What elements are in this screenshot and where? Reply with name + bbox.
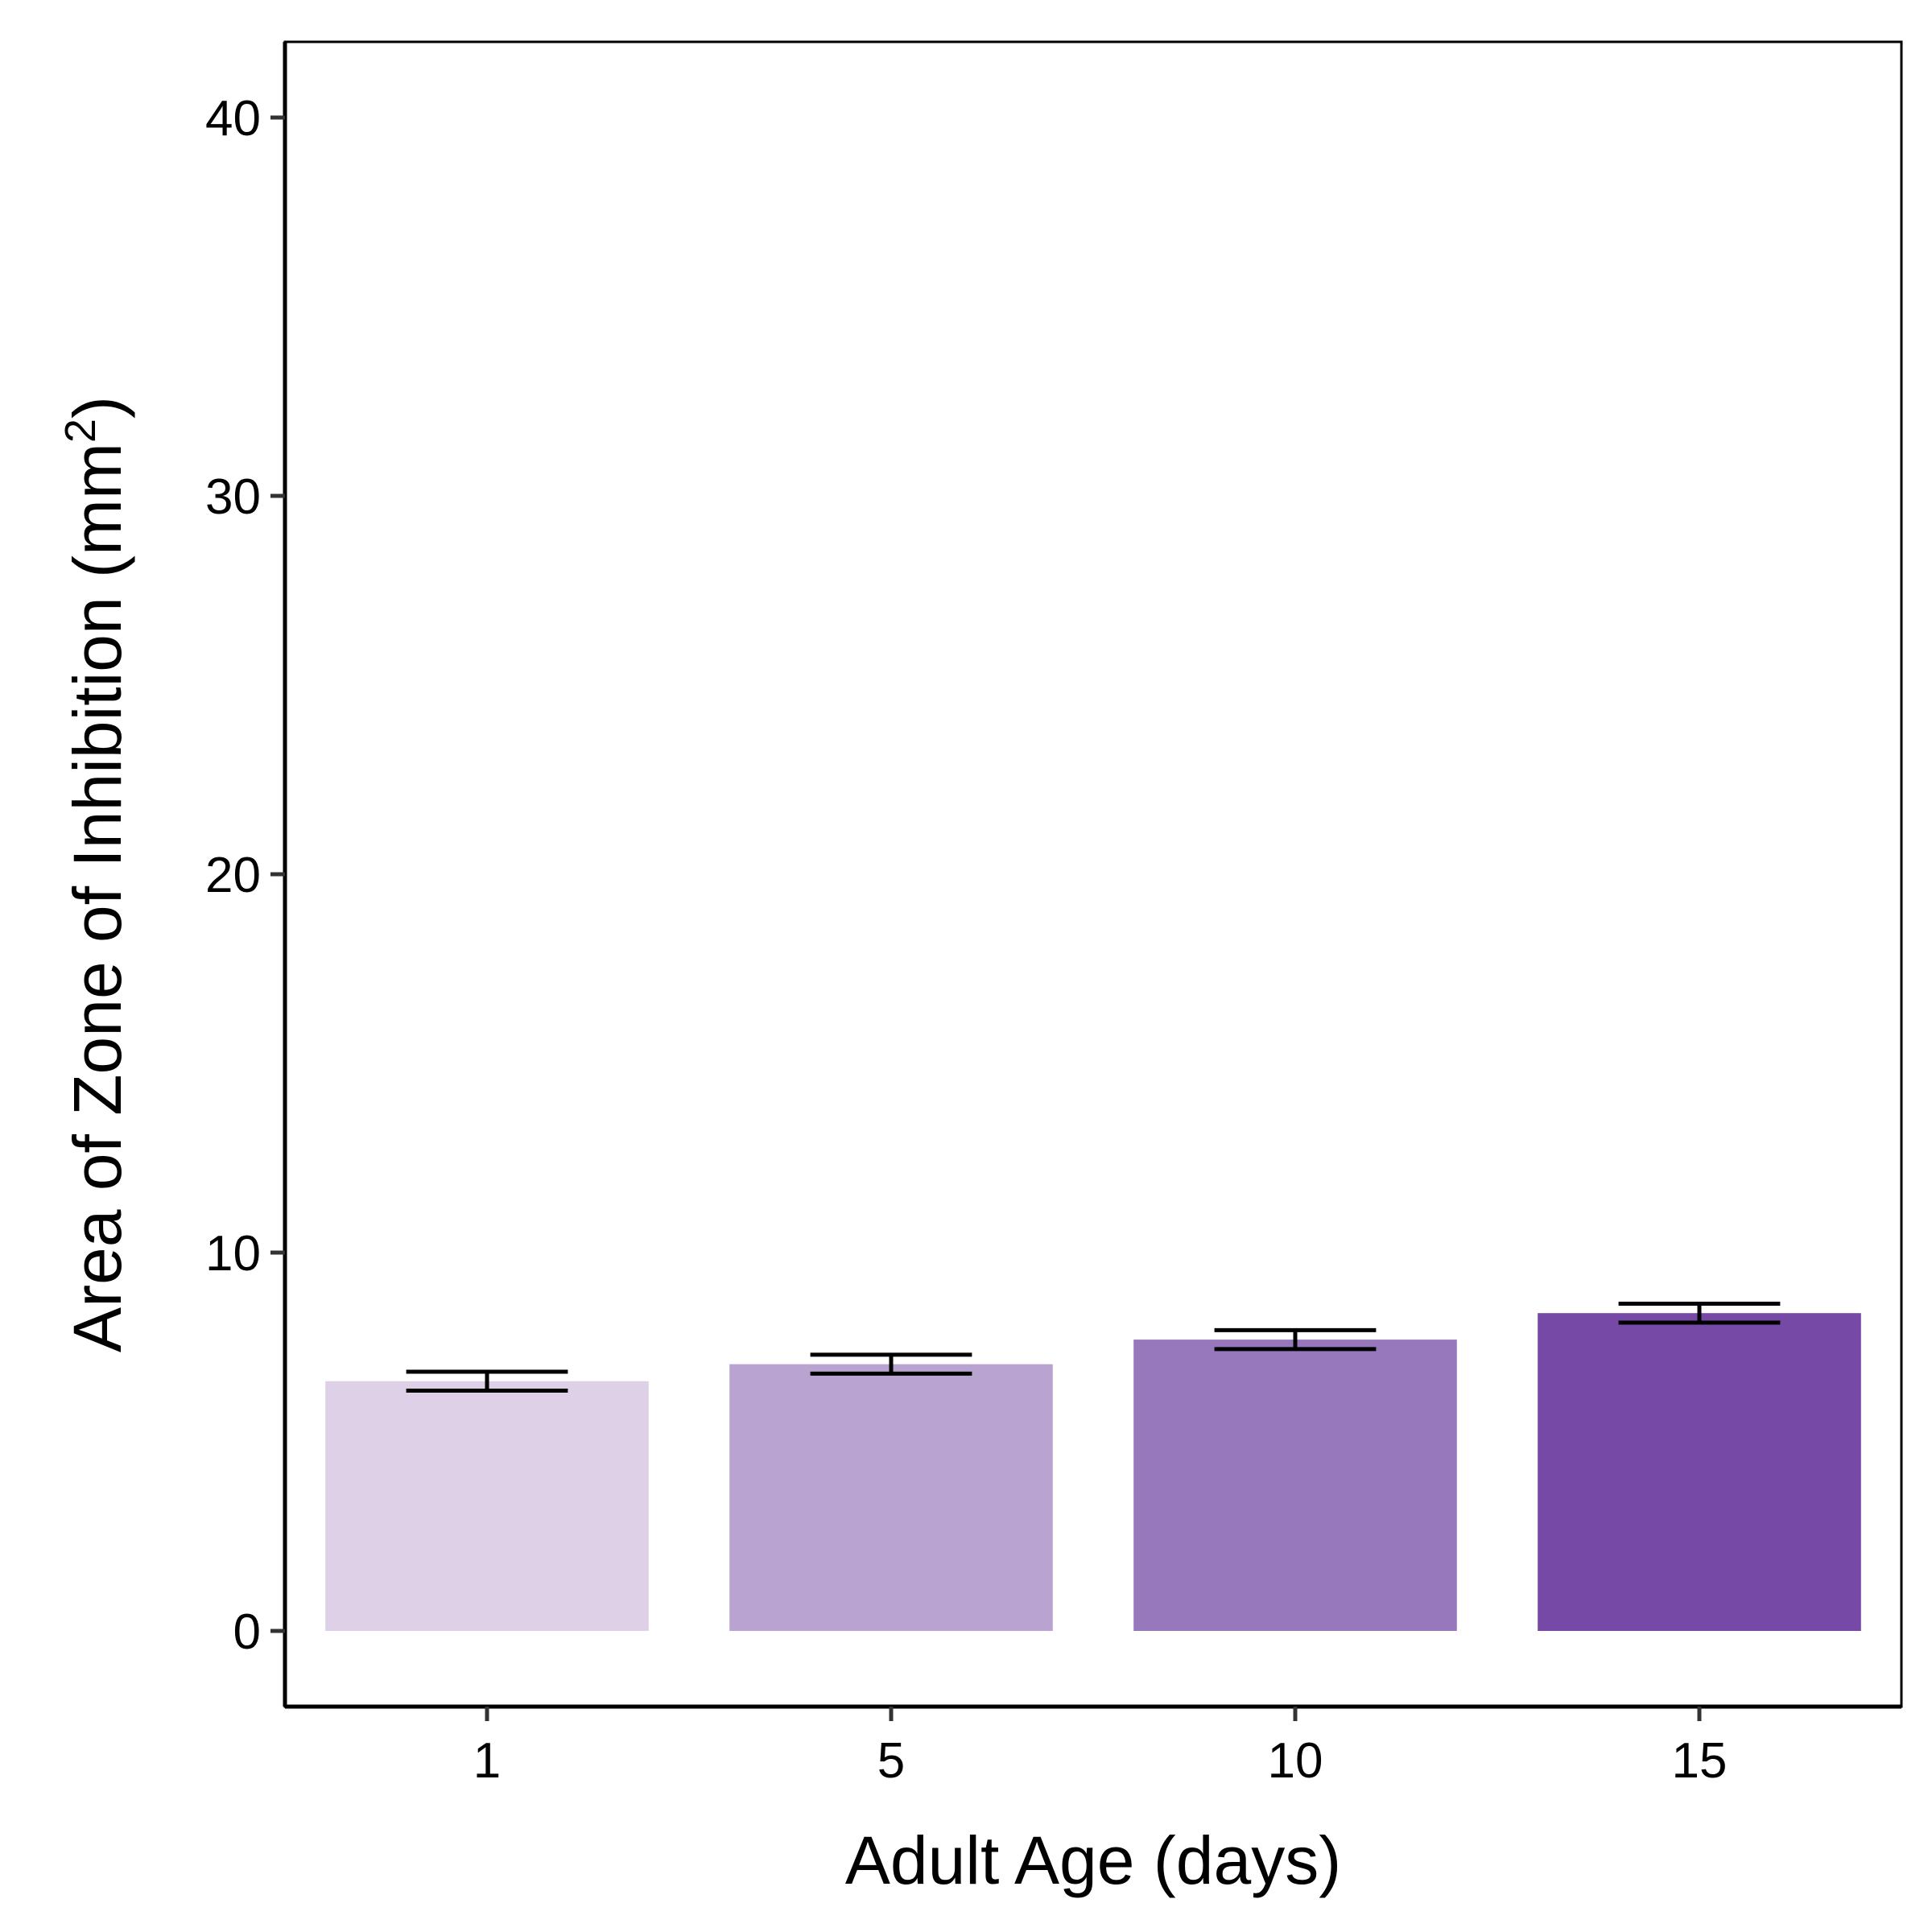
y-axis-title: Area of Zone of Inhibition (mm2) — [56, 396, 135, 1352]
y-tick-label: 40 — [205, 91, 261, 147]
y-axis-title-close: ) — [60, 396, 135, 419]
x-tick-label: 15 — [1672, 1733, 1728, 1789]
y-axis-title-main: Area of Zone of Inhibition (mm — [60, 443, 135, 1352]
x-tick-label: 10 — [1268, 1733, 1323, 1789]
x-axis-title: Adult Age (days) — [845, 1823, 1341, 1898]
bars-layer — [325, 1313, 1861, 1631]
error-bar-15 — [1618, 1301, 1781, 1325]
bar-5 — [729, 1364, 1053, 1631]
error-bar-1 — [406, 1369, 568, 1393]
y-axis-ticks: 0 10 20 30 40 — [205, 91, 285, 1660]
bar-1 — [325, 1381, 649, 1631]
bar-15 — [1538, 1313, 1861, 1631]
y-tick-label: 30 — [205, 469, 261, 525]
error-bar-10 — [1214, 1327, 1377, 1352]
error-bars-layer — [406, 1301, 1781, 1393]
y-axis-title-superscript: 2 — [56, 419, 105, 443]
y-tick-label: 10 — [205, 1226, 261, 1282]
error-bar-5 — [810, 1352, 972, 1376]
x-axis-ticks: 1 5 10 15 — [473, 1707, 1728, 1789]
x-tick-label: 1 — [473, 1733, 501, 1789]
y-tick-label: 20 — [205, 848, 261, 903]
x-tick-label: 5 — [877, 1733, 905, 1789]
y-tick-label: 0 — [233, 1604, 261, 1660]
bar-10 — [1133, 1340, 1457, 1631]
